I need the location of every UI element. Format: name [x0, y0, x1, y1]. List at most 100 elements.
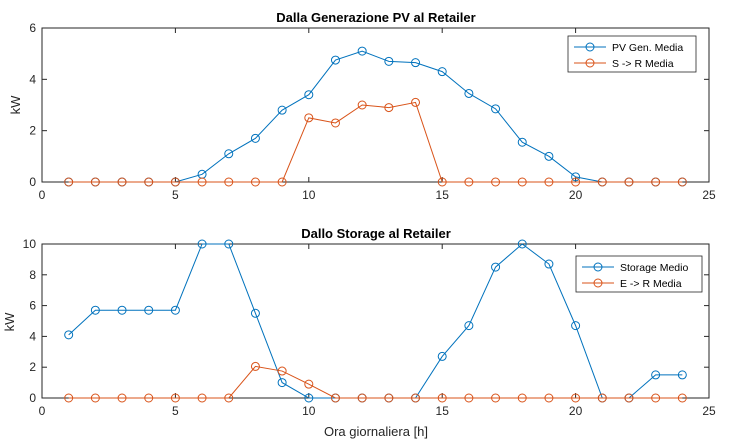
data-point	[384, 103, 394, 113]
data-point	[464, 177, 474, 187]
x-tick-label: 25	[702, 404, 716, 418]
data-point	[357, 46, 367, 56]
data-point	[651, 370, 661, 380]
data-point	[571, 393, 581, 403]
data-point	[571, 177, 581, 187]
y-tick-label: 0	[29, 391, 36, 405]
legend-swatch-marker	[593, 262, 603, 272]
y-tick-label: 8	[29, 268, 36, 282]
legend-item-e-to-r: E -> R Media	[582, 278, 682, 290]
data-point	[250, 361, 260, 371]
data-point	[170, 305, 180, 315]
data-point	[90, 305, 100, 315]
data-point	[677, 393, 687, 403]
data-point	[277, 378, 287, 388]
data-point	[384, 56, 394, 66]
x-tick-label: 25	[702, 188, 716, 202]
data-point	[544, 177, 554, 187]
data-point	[544, 151, 554, 161]
data-point	[250, 177, 260, 187]
data-point	[330, 118, 340, 128]
data-point	[330, 393, 340, 403]
data-point	[517, 177, 527, 187]
data-point	[651, 177, 661, 187]
subplot-pv-generation: Dalla Generazione PV al Retailer kW 0 5 10…	[8, 10, 716, 202]
data-point	[464, 393, 474, 403]
data-point	[677, 177, 687, 187]
data-point	[624, 177, 634, 187]
data-point	[144, 305, 154, 315]
data-point	[197, 177, 207, 187]
x-tick-label: 20	[569, 188, 583, 202]
data-point	[437, 351, 447, 361]
data-point	[437, 67, 447, 77]
legend-item-pv-gen: PV Gen. Media	[574, 42, 683, 54]
data-point	[597, 393, 607, 403]
y-tick-label: 6	[29, 299, 36, 313]
data-point	[224, 393, 234, 403]
data-point	[304, 379, 314, 389]
x-tick-label: 15	[436, 404, 450, 418]
x-tick-label: 10	[302, 404, 316, 418]
data-point	[64, 393, 74, 403]
legend-item-s-to-r: S -> R Media	[574, 58, 674, 70]
data-point	[197, 239, 207, 249]
y-tick-label: 2	[29, 360, 36, 374]
data-point	[304, 393, 314, 403]
data-point	[411, 58, 421, 68]
data-point	[544, 393, 554, 403]
data-point	[517, 239, 527, 249]
y-tick-label: 4	[29, 72, 36, 86]
data-point	[491, 393, 501, 403]
data-point	[464, 88, 474, 98]
data-point	[357, 393, 367, 403]
legend-label-pv-gen: PV Gen. Media	[612, 42, 683, 54]
x-tick-label: 20	[569, 404, 583, 418]
data-point	[250, 133, 260, 143]
legend-box-top	[567, 35, 697, 73]
data-point	[170, 393, 180, 403]
data-point	[571, 172, 581, 182]
data-point	[117, 177, 127, 187]
data-point	[224, 149, 234, 159]
legend-label-e-to-r: E -> R Media	[620, 278, 682, 290]
data-point	[437, 177, 447, 187]
y-tick-label: 4	[29, 329, 36, 343]
x-tick-label: 5	[172, 188, 179, 202]
data-point	[651, 393, 661, 403]
x-tick-label: 0	[39, 404, 46, 418]
x-tick-label: 10	[302, 188, 316, 202]
data-point	[90, 177, 100, 187]
data-point	[117, 305, 127, 315]
legend-swatch-marker	[585, 58, 595, 68]
data-point	[277, 177, 287, 187]
data-point	[411, 97, 421, 107]
legend-label-s-to-r: S -> R Media	[612, 58, 674, 70]
data-point	[277, 105, 287, 115]
data-point	[517, 393, 527, 403]
data-point	[277, 366, 287, 376]
x-tick-label: 5	[172, 404, 179, 418]
x-tick-label: 15	[436, 188, 450, 202]
data-point	[117, 393, 127, 403]
y-tick-label: 10	[23, 237, 37, 251]
data-point	[464, 321, 474, 331]
legend-item-storage: Storage Medio	[582, 262, 688, 274]
y-axis-label-top: kW	[8, 95, 23, 115]
data-point	[224, 239, 234, 249]
data-point	[437, 393, 447, 403]
data-point	[491, 104, 501, 114]
data-point	[411, 393, 421, 403]
data-point	[144, 393, 154, 403]
data-point	[250, 308, 260, 318]
legend-swatch-marker	[585, 42, 595, 52]
subplot-storage: Dallo Storage al Retailer kW Ora giornal…	[2, 226, 716, 439]
y-tick-label: 2	[29, 124, 36, 138]
data-point	[170, 177, 180, 187]
data-point	[144, 177, 154, 187]
data-point	[304, 113, 314, 123]
x-tick-label: 0	[39, 188, 46, 202]
data-point	[544, 259, 554, 269]
data-point	[677, 370, 687, 380]
